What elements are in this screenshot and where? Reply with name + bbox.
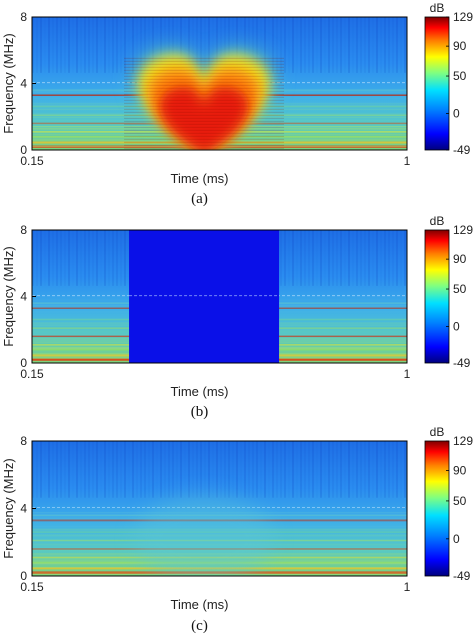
- y-tick-label: 4: [20, 77, 27, 91]
- interference-core: [159, 86, 249, 150]
- y-tick-label: 4: [20, 290, 27, 304]
- colorbar-tick-label: 90: [453, 39, 467, 53]
- colorbar: [424, 16, 450, 151]
- colorbar-label: dB: [430, 425, 445, 439]
- residual-region: [134, 493, 275, 576]
- x-tick-label: 0.15: [20, 154, 44, 168]
- y-tick-label: 0: [20, 569, 27, 583]
- panel-caption: (b): [191, 404, 209, 420]
- y-axis-label: Frequency (MHz): [1, 246, 16, 346]
- colorbar-tick-label: 0: [453, 532, 460, 546]
- colorbar-tick-label: 129: [453, 10, 473, 24]
- x-tick-label: 1: [404, 367, 411, 381]
- y-axis-label: Frequency (MHz): [1, 33, 16, 133]
- y-tick-label: 4: [20, 502, 27, 516]
- y-axis-label: Frequency (MHz): [1, 458, 16, 558]
- spectrogram-image: [32, 441, 407, 576]
- y-tick-label: 0: [20, 356, 27, 370]
- colorbar-tick-label: 50: [453, 69, 467, 83]
- x-tick-label: 0.15: [20, 580, 44, 594]
- x-tick-label: 1: [404, 580, 411, 594]
- colorbar-tick-label: -49: [453, 143, 471, 157]
- panel-caption: (c): [191, 618, 208, 634]
- panel-1: 0 4 8 0.15 1 Time (ms) Frequency (MHz) (a) dB 129…: [1, 1, 473, 207]
- y-tick-label: 8: [20, 434, 27, 448]
- colorbar-tick-label: 0: [453, 319, 460, 333]
- colorbar-label: dB: [430, 1, 445, 15]
- colorbar-tick-label: 50: [453, 282, 467, 296]
- x-axis-label: Time (ms): [170, 171, 228, 186]
- x-tick-label: 1: [404, 154, 411, 168]
- colorbar-tick-label: 0: [453, 106, 460, 120]
- y-tick-label: 8: [20, 223, 27, 237]
- panel-2: 0 4 8 0.15 1 Time (ms) Frequency (MHz) (b) dB 129…: [1, 214, 473, 420]
- colorbar-tick-label: 129: [453, 223, 473, 237]
- y-tick-label: 0: [20, 143, 27, 157]
- colorbar-tick-label: 90: [453, 252, 467, 266]
- x-tick-label: 0.15: [20, 367, 44, 381]
- x-axis-label: Time (ms): [170, 384, 228, 399]
- colorbar-tick-label: 90: [453, 464, 467, 478]
- y-tick-label: 8: [20, 10, 27, 24]
- colorbar-tick-label: 129: [453, 434, 473, 448]
- spectrogram-image: [32, 17, 407, 150]
- colorbar-tick-label: -49: [453, 569, 471, 583]
- panel-3: 0 4 8 0.15 1 Time (ms) Frequency (MHz) (c) dB 129…: [1, 425, 473, 634]
- colorbar: [424, 440, 450, 577]
- colorbar: [424, 229, 450, 364]
- x-axis-label: Time (ms): [170, 597, 228, 612]
- panel-caption: (a): [191, 191, 208, 207]
- masked-region: [129, 230, 280, 363]
- spectrogram-image: [32, 230, 407, 363]
- colorbar-tick-label: -49: [453, 356, 471, 370]
- colorbar-label: dB: [430, 214, 445, 228]
- colorbar-tick-label: 50: [453, 494, 467, 508]
